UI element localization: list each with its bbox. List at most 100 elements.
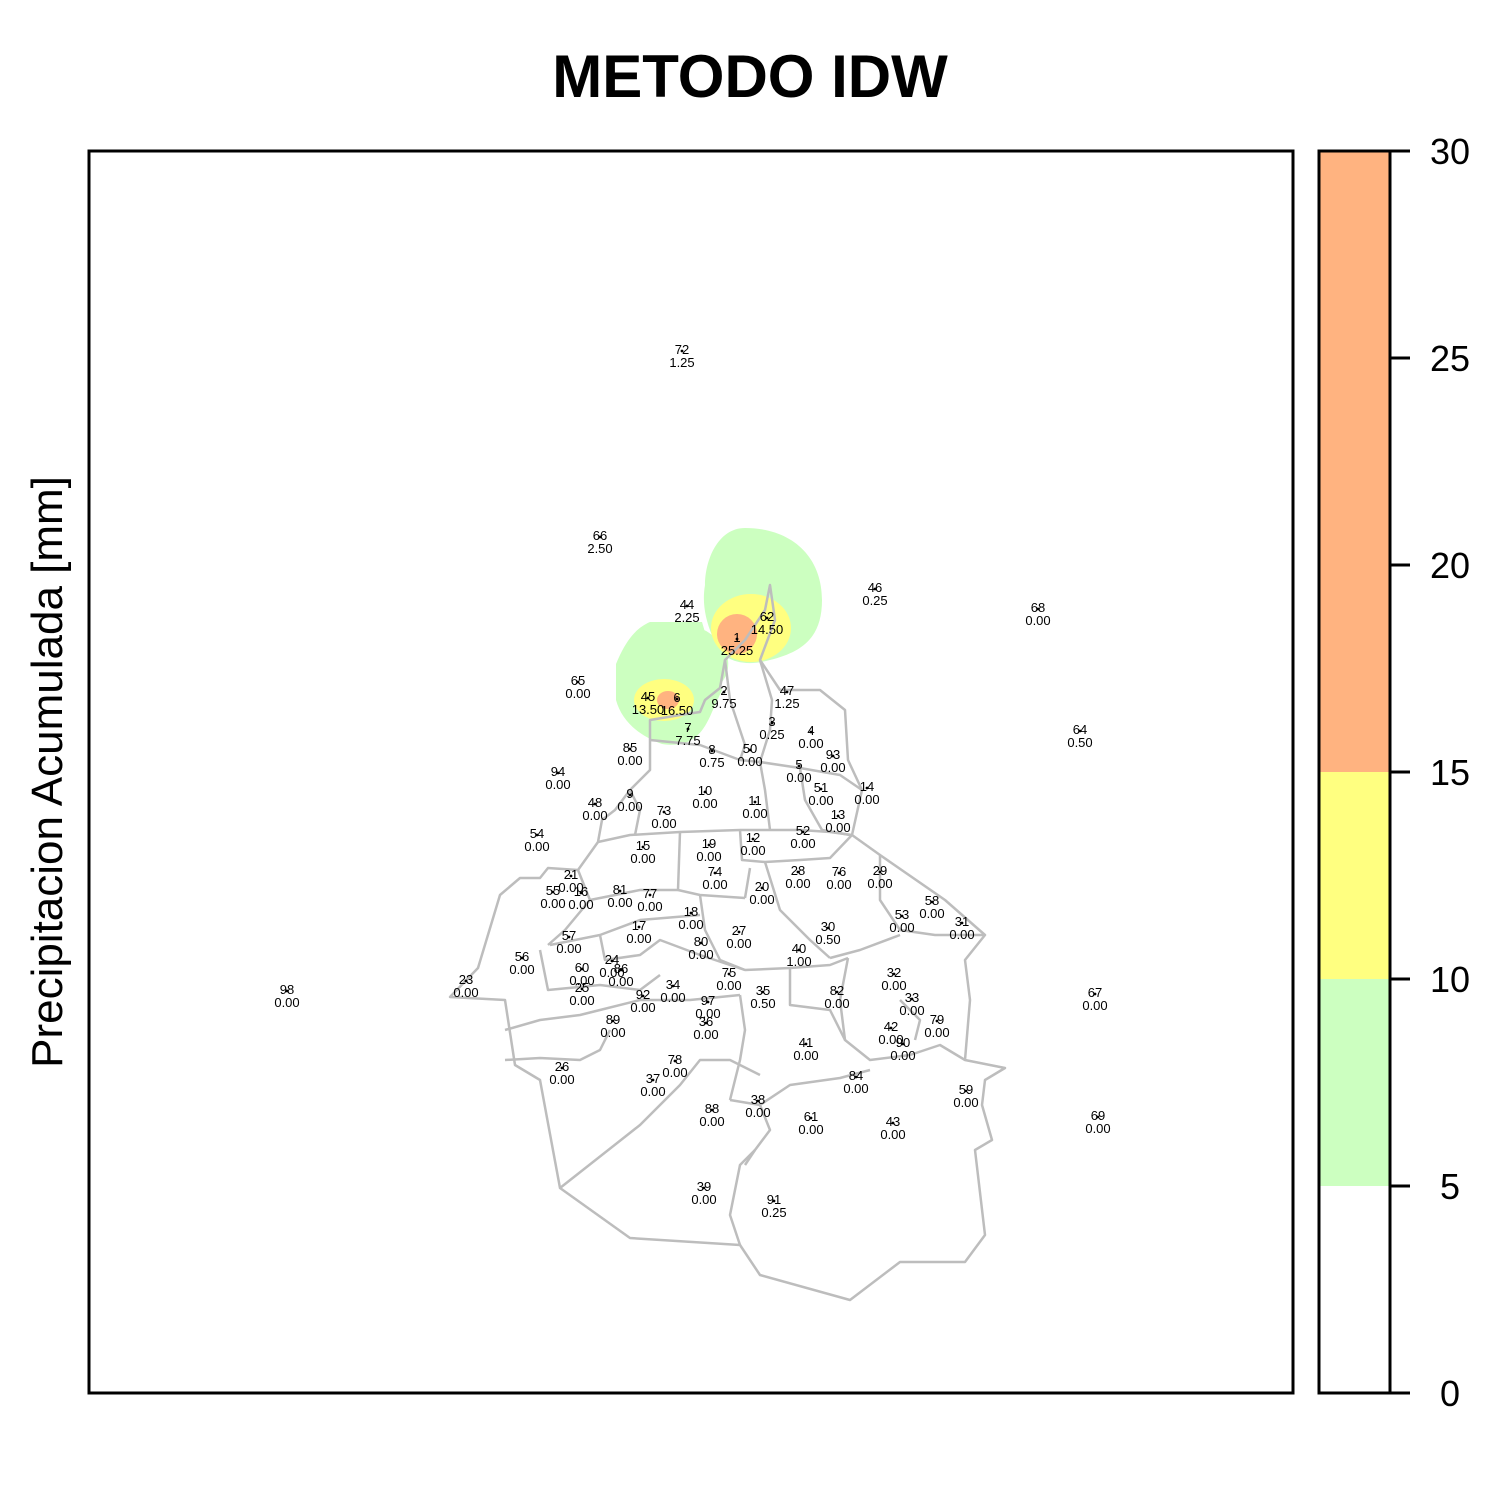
- station-marker: [673, 1059, 677, 1063]
- station-72: 721.25: [669, 342, 694, 370]
- station-value-label: 1.25: [669, 355, 694, 370]
- station-id-label: 82: [830, 983, 844, 998]
- station-7: 77.75: [675, 720, 700, 748]
- station-marker: [646, 696, 650, 700]
- station-id-label: 3: [768, 714, 775, 729]
- station-id-label: 18: [684, 904, 698, 919]
- station-marker: [770, 721, 774, 725]
- station-id-label: 9: [626, 786, 633, 801]
- station-id-label: 28: [791, 863, 805, 878]
- station-id-label: 54: [530, 826, 544, 841]
- station-marker: [713, 871, 717, 875]
- station-marker: [878, 870, 882, 874]
- station-marker: [704, 1021, 708, 1025]
- station-17: 170.00: [626, 918, 651, 946]
- station-47: 471.25: [774, 683, 799, 711]
- station-value-label: 0.00: [626, 931, 651, 946]
- station-id-label: 36: [699, 1014, 713, 1029]
- station-id-label: 46: [868, 580, 882, 595]
- boundary-23: [728, 994, 747, 1101]
- station-29: 290.00: [867, 863, 892, 891]
- station-value-label: 0.00: [607, 895, 632, 910]
- station-value-label: 0.00: [716, 978, 741, 993]
- station-33: 330.00: [899, 990, 924, 1018]
- station-5: 50.00: [786, 757, 811, 785]
- station-value-label: 0.00: [540, 896, 565, 911]
- station-id-label: 33: [905, 990, 919, 1005]
- station-id-label: 29: [873, 863, 887, 878]
- station-id-label: 72: [675, 342, 689, 357]
- map-title: METODO IDW: [552, 43, 948, 110]
- station-27: 270.00: [726, 923, 751, 951]
- station-marker: [637, 925, 641, 929]
- legend-tick-label: 5: [1440, 1166, 1460, 1207]
- legend-band-0-5: [1319, 1186, 1390, 1393]
- station-id-label: 32: [887, 965, 901, 980]
- boundary-6: [628, 789, 642, 836]
- station-88: 880.00: [699, 1101, 724, 1129]
- station-id-label: 88: [705, 1101, 719, 1116]
- station-59: 590.00: [953, 1082, 978, 1110]
- station-marker: [699, 941, 703, 945]
- station-marker: [892, 972, 896, 976]
- station-30: 300.50: [815, 919, 840, 947]
- station-id-label: 34: [666, 977, 680, 992]
- station-value-label: 14.50: [751, 622, 784, 637]
- station-52: 520.00: [790, 823, 815, 851]
- station-marker: [737, 930, 741, 934]
- station-id-label: 6: [673, 690, 680, 705]
- station-id-label: 77: [643, 886, 657, 901]
- plot-frame: [87, 149, 1295, 1395]
- station-id-label: 57: [562, 928, 576, 943]
- boundary-22: [504, 993, 741, 1032]
- station-marker: [675, 697, 679, 701]
- station-value-label: 0.00: [785, 876, 810, 891]
- station-4: 40.00: [798, 723, 823, 751]
- station-23: 230.00: [453, 972, 478, 1000]
- station-11: 110.00: [742, 793, 767, 821]
- station-value-label: 0.00: [953, 1095, 978, 1110]
- station-marker: [651, 1078, 655, 1082]
- station-id-label: 13: [831, 807, 845, 822]
- station-value-label: 0.00: [808, 793, 833, 808]
- station-68: 680.00: [1025, 600, 1050, 628]
- station-marker: [710, 749, 714, 753]
- station-id-label: 65: [571, 673, 585, 688]
- station-value-label: 25.25: [721, 643, 754, 658]
- station-value-label: 0.25: [862, 593, 887, 608]
- station-marker: [756, 1099, 760, 1103]
- station-id-label: 42: [884, 1019, 898, 1034]
- station-marker: [702, 1186, 706, 1190]
- station-2: 29.75: [711, 683, 736, 711]
- station-value-label: 0.00: [568, 897, 593, 912]
- boundary-17: [598, 934, 701, 962]
- station-value-label: 0.00: [640, 1084, 665, 1099]
- station-value-label: 0.00: [1085, 1121, 1110, 1136]
- boundary-14: [763, 861, 831, 959]
- station-marker: [761, 990, 765, 994]
- station-id-label: 2: [720, 683, 727, 698]
- station-id-label: 85: [623, 740, 637, 755]
- station-id-label: 68: [1031, 600, 1045, 615]
- station-69: 690.00: [1085, 1108, 1110, 1136]
- station-value-label: 0.00: [696, 849, 721, 864]
- station-marker: [722, 690, 726, 694]
- station-value-label: 0.00: [693, 1027, 718, 1042]
- boundary-7: [676, 831, 746, 900]
- station-id-label: 11: [748, 793, 762, 808]
- station-id-label: 67: [1088, 985, 1102, 1000]
- station-61: 610.00: [798, 1109, 823, 1137]
- station-id-label: 39: [697, 1179, 711, 1194]
- legend-tick-label: 30: [1430, 131, 1470, 172]
- boundary-9: [743, 867, 752, 899]
- station-value-label: 0.00: [662, 1065, 687, 1080]
- station-26: 260.00: [549, 1059, 574, 1087]
- station-marker: [797, 948, 801, 952]
- station-37: 370.00: [640, 1071, 665, 1099]
- station-value-label: 0.00: [630, 851, 655, 866]
- station-value-label: 0.00: [890, 1048, 915, 1063]
- station-id-label: 20: [755, 879, 769, 894]
- station-value-label: 1.25: [774, 696, 799, 711]
- station-marker: [1078, 729, 1082, 733]
